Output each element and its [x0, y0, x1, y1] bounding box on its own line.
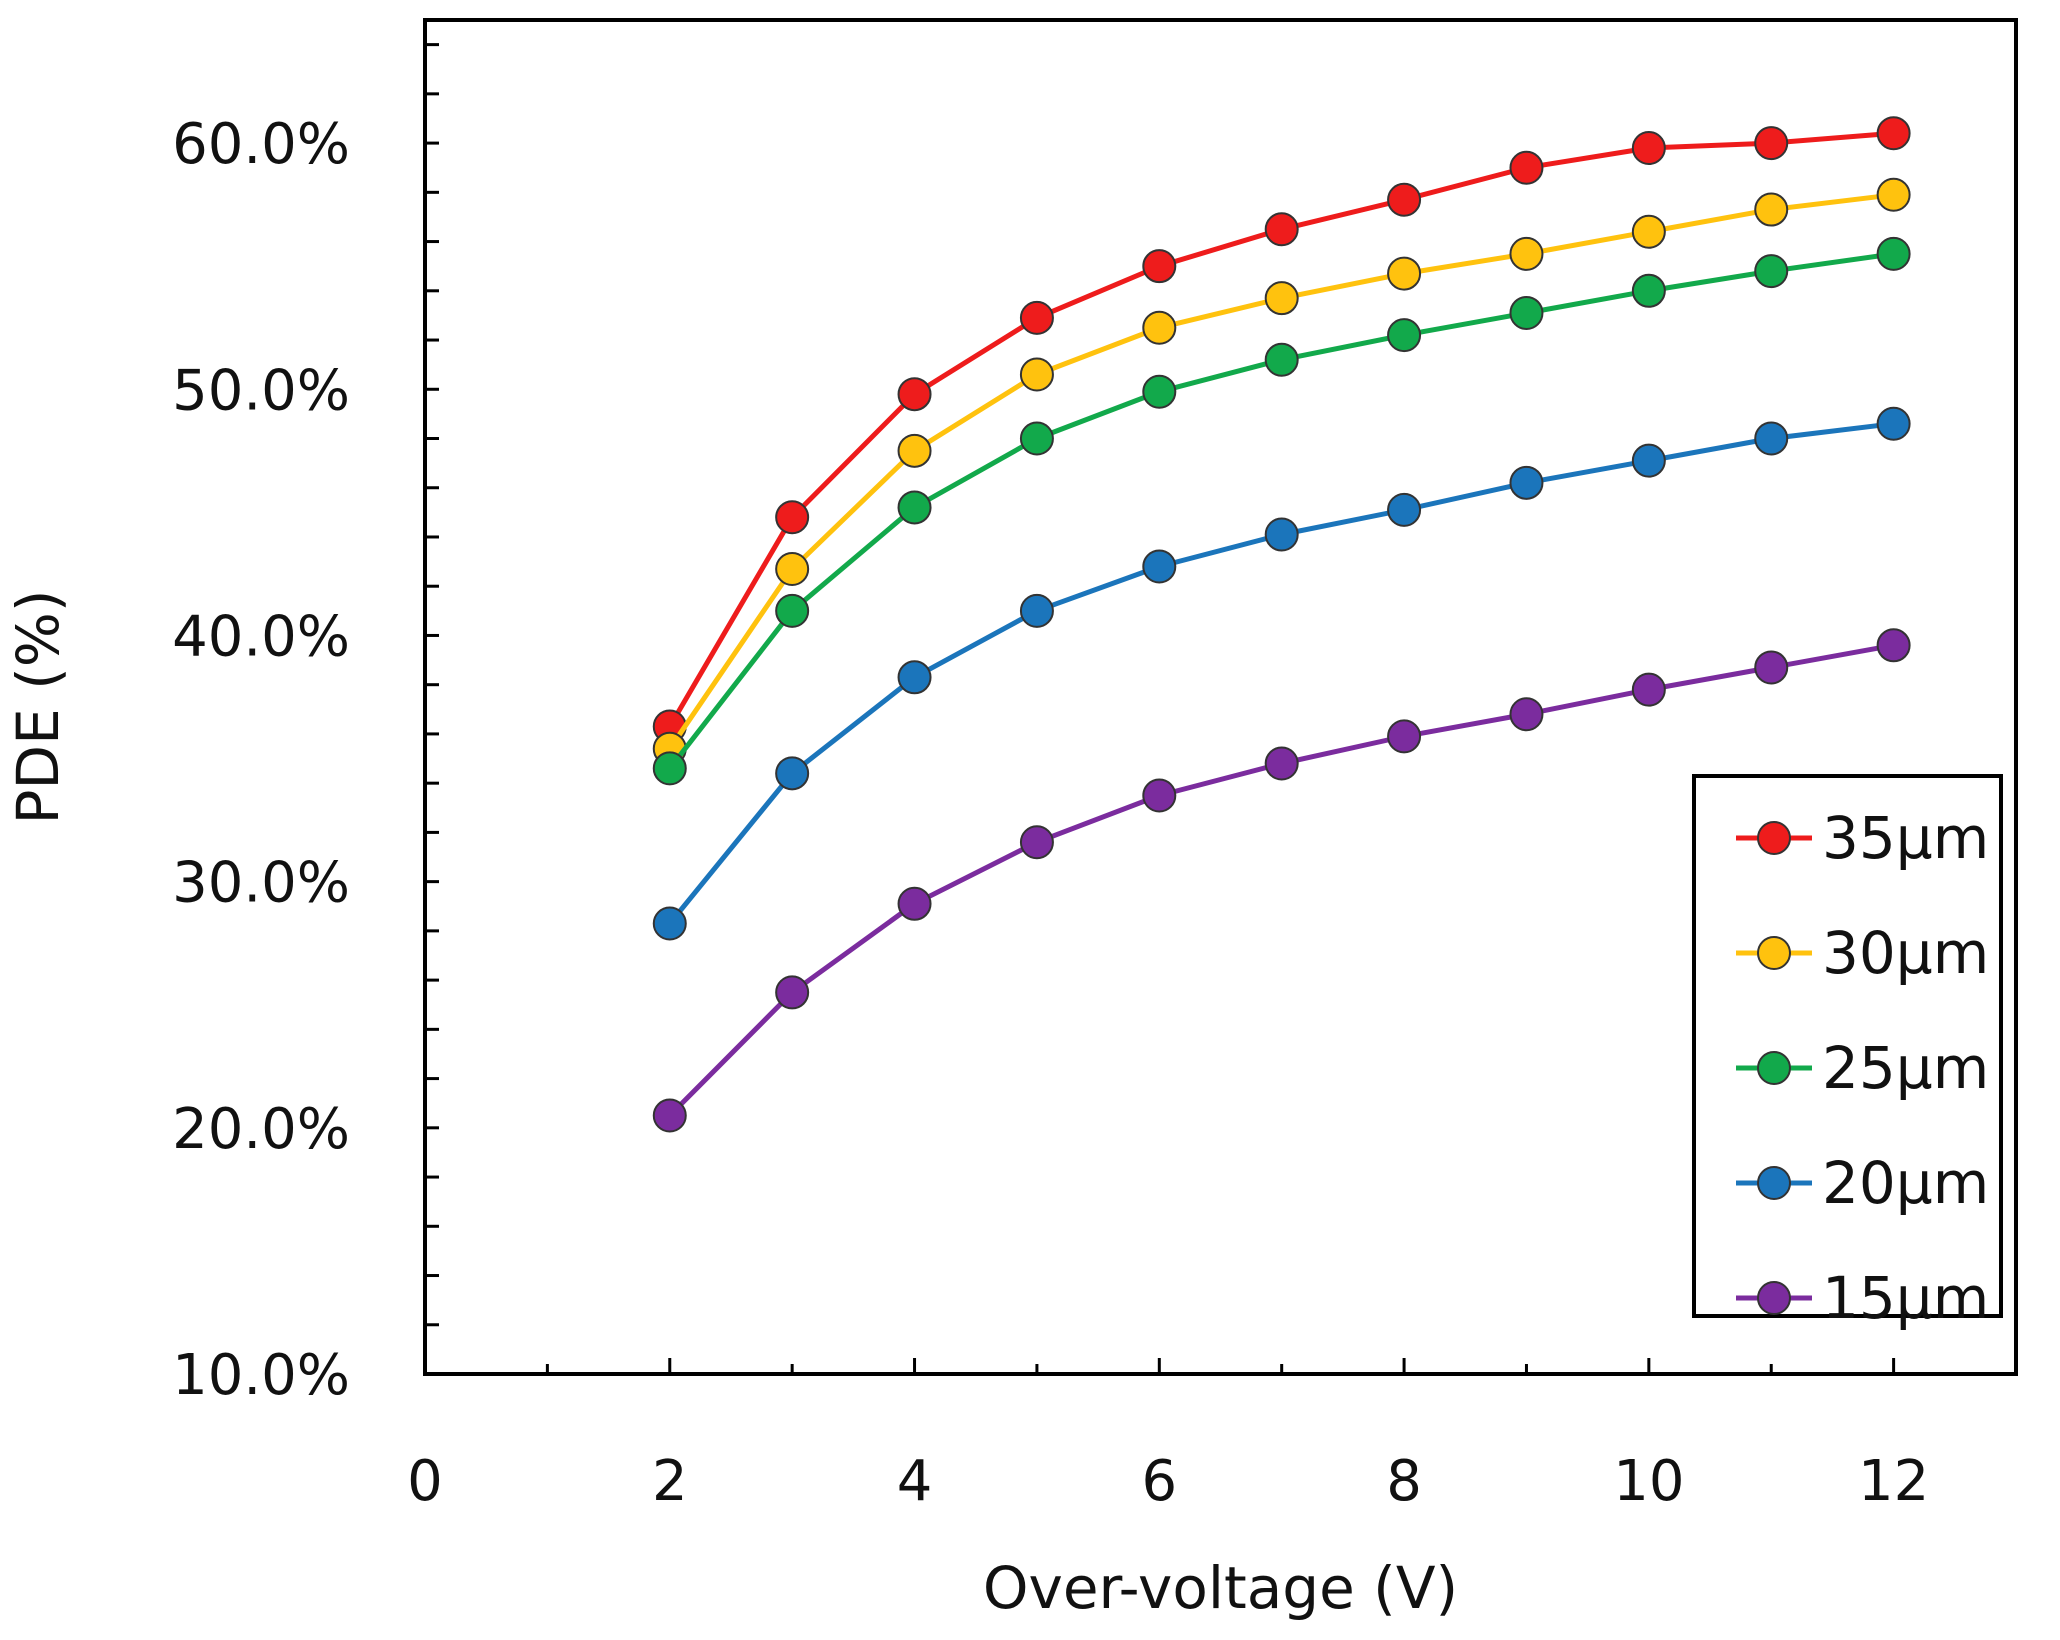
data-point-25m — [652, 751, 687, 786]
legend-item-35m: 35μm — [1736, 804, 1989, 872]
data-point-25m — [1019, 421, 1054, 456]
data-point-30m — [1754, 192, 1789, 227]
data-point-20m — [1142, 549, 1177, 584]
data-point-35m — [1631, 131, 1666, 166]
data-point-15m — [775, 975, 810, 1010]
data-point-20m — [1264, 517, 1299, 552]
data-point-35m — [1509, 150, 1544, 185]
data-point-35m — [897, 377, 932, 412]
legend-marker — [1757, 1051, 1791, 1085]
data-point-20m — [897, 660, 932, 695]
legend-item-25m: 25μm — [1736, 1034, 1989, 1102]
data-point-30m — [775, 551, 810, 586]
data-point-15m — [897, 886, 932, 921]
data-point-30m — [1019, 357, 1054, 392]
series-25m — [652, 236, 1911, 786]
y-tick-label: 10.0% — [172, 1343, 350, 1408]
data-point-30m — [1264, 281, 1299, 316]
x-tick-label: 12 — [1858, 1449, 1929, 1514]
data-point-15m — [1387, 719, 1422, 754]
y-axis-title: PDE (%) — [4, 589, 72, 824]
series-35m — [652, 116, 1911, 744]
data-point-30m — [1142, 310, 1177, 345]
x-tick-label: 10 — [1613, 1449, 1684, 1514]
data-point-15m — [1876, 628, 1911, 663]
data-point-20m — [1387, 492, 1422, 527]
data-point-20m — [775, 756, 810, 791]
data-point-25m — [1264, 342, 1299, 377]
data-point-15m — [1264, 746, 1299, 781]
data-point-30m — [1631, 214, 1666, 249]
data-point-35m — [1264, 212, 1299, 247]
data-point-20m — [1019, 593, 1054, 628]
x-tick-label: 4 — [897, 1449, 933, 1514]
data-point-30m — [1509, 236, 1544, 271]
legend-marker — [1757, 1166, 1791, 1200]
data-point-15m — [1142, 778, 1177, 813]
data-point-20m — [1876, 406, 1911, 441]
plot-area-frame — [423, 18, 2018, 1376]
legend-marker — [1757, 936, 1791, 970]
series-line-30m — [667, 192, 1894, 751]
legend-label: 20μm — [1822, 1149, 1989, 1217]
series-20m — [652, 406, 1911, 941]
data-point-35m — [1754, 126, 1789, 161]
legend-marker — [1757, 1281, 1791, 1315]
y-tick-label: 50.0% — [172, 358, 350, 423]
data-point-25m — [1509, 295, 1544, 330]
data-point-15m — [1019, 825, 1054, 860]
data-point-35m — [1387, 182, 1422, 217]
x-tick-label: 2 — [652, 1449, 688, 1514]
data-point-25m — [775, 593, 810, 628]
legend-label: 30μm — [1822, 919, 1989, 987]
y-tick-label: 40.0% — [172, 604, 350, 669]
x-tick-label: 0 — [407, 1449, 443, 1514]
data-point-15m — [1509, 697, 1544, 732]
x-tick-label: 8 — [1386, 1449, 1422, 1514]
legend-item-20m: 20μm — [1736, 1149, 1989, 1217]
legend-label: 25μm — [1822, 1034, 1989, 1102]
data-point-30m — [1387, 256, 1422, 291]
legend-box — [1692, 774, 2003, 1318]
data-point-25m — [897, 490, 932, 525]
x-tick-label: 6 — [1141, 1449, 1177, 1514]
y-tick-label: 30.0% — [172, 851, 350, 916]
data-point-20m — [1754, 421, 1789, 456]
legend-item-15m: 15μm — [1736, 1264, 1989, 1332]
data-point-30m — [897, 433, 932, 468]
x-axis-title: Over-voltage (V) — [983, 1554, 1458, 1622]
data-point-25m — [1142, 374, 1177, 409]
data-point-35m — [1876, 116, 1911, 151]
data-point-25m — [1387, 318, 1422, 353]
y-tick-label: 60.0% — [172, 112, 350, 177]
data-point-15m — [1631, 672, 1666, 707]
series-15m — [652, 628, 1911, 1133]
data-point-35m — [1142, 249, 1177, 284]
data-point-20m — [1509, 465, 1544, 500]
data-point-35m — [1019, 300, 1054, 335]
legend-item-30m: 30μm — [1736, 919, 1989, 987]
data-point-20m — [652, 906, 687, 941]
data-point-35m — [775, 500, 810, 535]
data-point-15m — [1754, 650, 1789, 685]
data-point-20m — [1631, 443, 1666, 478]
legend-marker — [1757, 821, 1791, 855]
data-point-30m — [1876, 177, 1911, 212]
data-point-25m — [1754, 254, 1789, 289]
y-tick-label: 20.0% — [172, 1097, 350, 1162]
legend-label: 15μm — [1822, 1264, 1989, 1332]
data-point-25m — [1631, 273, 1666, 308]
legend-label: 35μm — [1822, 804, 1989, 872]
series-30m — [652, 177, 1911, 766]
data-point-25m — [1876, 236, 1911, 271]
data-point-15m — [652, 1098, 687, 1133]
